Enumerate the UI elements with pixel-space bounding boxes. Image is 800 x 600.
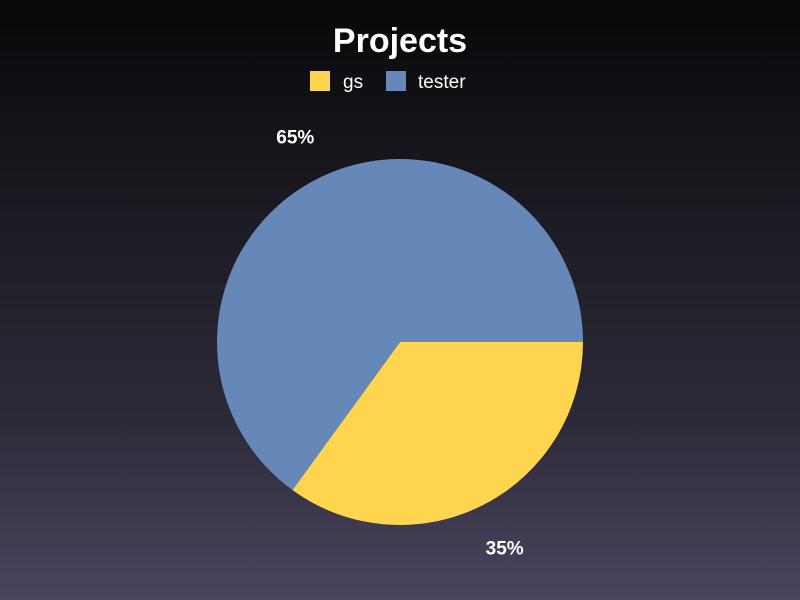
legend-swatch-tester [386, 71, 406, 91]
pie-label-tester: 65% [276, 128, 314, 149]
chart-legend: gs tester [310, 71, 466, 93]
legend-swatch-gs [310, 71, 330, 91]
legend-label-gs: gs [343, 72, 363, 93]
pie-slices [216, 158, 583, 525]
chart-title: Projects [333, 22, 467, 60]
pie-labels: 35% 65% [276, 128, 523, 560]
pie-label-gs: 35% [486, 538, 524, 559]
pie-slice-tester [216, 158, 583, 491]
legend-label-tester: tester [418, 72, 466, 93]
pie-slice-gs [292, 342, 583, 525]
